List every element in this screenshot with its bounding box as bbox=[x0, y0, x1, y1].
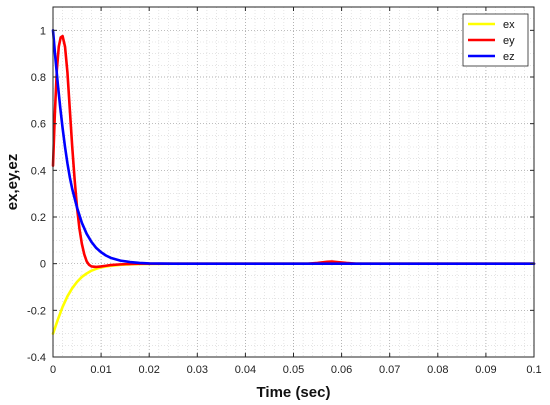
x-axis-label: Time (sec) bbox=[257, 384, 331, 401]
x-tick-label: 0.03 bbox=[187, 364, 208, 376]
y-tick-label: 0.4 bbox=[31, 165, 46, 177]
y-tick-label: -0.2 bbox=[27, 305, 46, 317]
y-tick-labels: -0.4 -0.2 0 0.2 0.4 0.6 0.8 1 bbox=[27, 25, 46, 364]
x-tick-label: 0.02 bbox=[138, 364, 159, 376]
x-tick-label: 0.06 bbox=[331, 364, 352, 376]
y-tick-label: 0.8 bbox=[31, 72, 46, 84]
x-tick-label: 0.08 bbox=[427, 364, 448, 376]
x-tick-label: 0.1 bbox=[526, 364, 541, 376]
legend-label-ez: ez bbox=[503, 51, 515, 63]
x-tick-labels: 0 0.01 0.02 0.03 0.04 0.05 0.06 0.07 0.08 0.09 0.1 bbox=[50, 364, 542, 376]
legend-label-ey: ey bbox=[503, 35, 515, 47]
x-tick-label: 0.09 bbox=[475, 364, 496, 376]
y-tick-label: 0 bbox=[40, 259, 46, 271]
series-line-ez bbox=[51, 29, 536, 265]
x-tick-label: 0.05 bbox=[283, 364, 304, 376]
tick-marks bbox=[52, 7, 535, 358]
x-tick-label: 0 bbox=[50, 364, 56, 376]
y-tick-label: -0.4 bbox=[27, 352, 46, 364]
y-axis-label: ex,ey,ez bbox=[4, 154, 21, 210]
x-tick-label: 0.04 bbox=[235, 364, 256, 376]
y-tick-label: 1 bbox=[40, 25, 46, 37]
legend-label-ex: ex bbox=[503, 19, 515, 31]
y-tick-label: 0.6 bbox=[31, 119, 46, 131]
series-line-ey bbox=[51, 34, 536, 269]
series-layer bbox=[51, 29, 536, 335]
x-tick-label: 0.01 bbox=[90, 364, 111, 376]
legend: ex ey ez bbox=[462, 13, 529, 67]
x-tick-label: 0.07 bbox=[379, 364, 400, 376]
y-tick-label: 0.2 bbox=[31, 212, 46, 224]
